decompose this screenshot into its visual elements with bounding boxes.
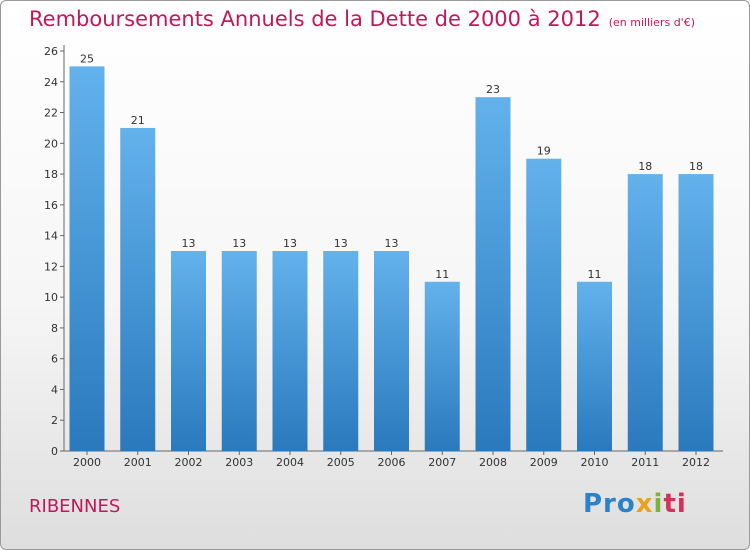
data-label: 18 xyxy=(689,160,703,173)
data-label: 21 xyxy=(131,114,145,127)
x-tick-label: 2009 xyxy=(530,456,558,469)
bar-2008 xyxy=(475,97,511,452)
data-label: 13 xyxy=(283,237,297,250)
data-labels: 25 21 13 13 13 13 13 11 23 19 11 18 18 xyxy=(80,52,703,280)
x-tick-label: 2002 xyxy=(175,456,203,469)
data-label: 13 xyxy=(232,237,246,250)
data-label: 11 xyxy=(435,268,449,281)
proxiti-logo: Proxiti xyxy=(583,489,687,519)
y-tick-label: 6 xyxy=(51,353,58,366)
x-tick-label: 2010 xyxy=(581,456,609,469)
y-tick-label: 2 xyxy=(51,414,58,427)
logo-part-4: ti xyxy=(663,489,687,519)
data-label: 18 xyxy=(638,160,652,173)
x-tick-label: 2004 xyxy=(276,456,304,469)
data-label: 13 xyxy=(334,237,348,250)
data-label: 13 xyxy=(385,237,399,250)
y-tick-label: 20 xyxy=(44,137,58,150)
y-tick-label: 12 xyxy=(44,260,58,273)
bar-2000 xyxy=(69,66,105,451)
x-tick-label: 2001 xyxy=(124,456,152,469)
y-tick-label: 18 xyxy=(44,168,58,181)
y-tick-label: 0 xyxy=(51,445,58,458)
chart-title-text: Remboursements Annuels de la Dette de 20… xyxy=(29,7,601,31)
y-tick-label: 16 xyxy=(44,199,58,212)
y-tick-label: 10 xyxy=(44,291,58,304)
x-tick-label: 2011 xyxy=(631,456,659,469)
x-tick-label: 2008 xyxy=(479,456,507,469)
bar-2001 xyxy=(120,127,156,451)
x-tick-label: 2012 xyxy=(682,456,710,469)
bar-2003 xyxy=(221,251,257,451)
y-tick-label: 14 xyxy=(44,230,58,243)
data-label: 23 xyxy=(486,83,500,96)
bar-2005 xyxy=(323,251,359,451)
logo-part-3: i xyxy=(653,489,664,519)
bar-2006 xyxy=(374,251,409,451)
data-label: 13 xyxy=(182,237,196,250)
bar-2011 xyxy=(627,174,663,452)
bars xyxy=(69,66,714,452)
x-tick-label: 2007 xyxy=(428,456,456,469)
bar-2010 xyxy=(577,281,612,451)
commune-name: RIBENNES xyxy=(29,496,121,517)
y-tick-label: 8 xyxy=(51,322,58,335)
bar-2007 xyxy=(424,281,460,451)
data-label: 25 xyxy=(80,52,94,65)
x-tick-label: 2006 xyxy=(378,456,406,469)
x-tick-label: 2003 xyxy=(225,456,253,469)
y-tick-label: 22 xyxy=(44,107,58,120)
y-tick-label: 4 xyxy=(51,383,58,396)
y-tick-label: 26 xyxy=(44,45,58,58)
logo-part-2: x xyxy=(635,489,654,519)
bar-2002 xyxy=(171,251,206,451)
bar-2012 xyxy=(678,174,714,452)
y-tick-label: 24 xyxy=(44,76,58,89)
chart-unit: (en milliers d'€) xyxy=(608,16,695,29)
chart-title: Remboursements Annuels de la Dette de 20… xyxy=(29,7,695,31)
x-tick-label: 2005 xyxy=(327,456,355,469)
bar-2009 xyxy=(526,158,562,451)
data-label: 11 xyxy=(588,268,602,281)
logo-part-1: Pro xyxy=(583,489,636,519)
bar-2004 xyxy=(272,251,308,451)
x-tick-label: 2000 xyxy=(73,456,101,469)
data-label: 19 xyxy=(537,145,551,158)
